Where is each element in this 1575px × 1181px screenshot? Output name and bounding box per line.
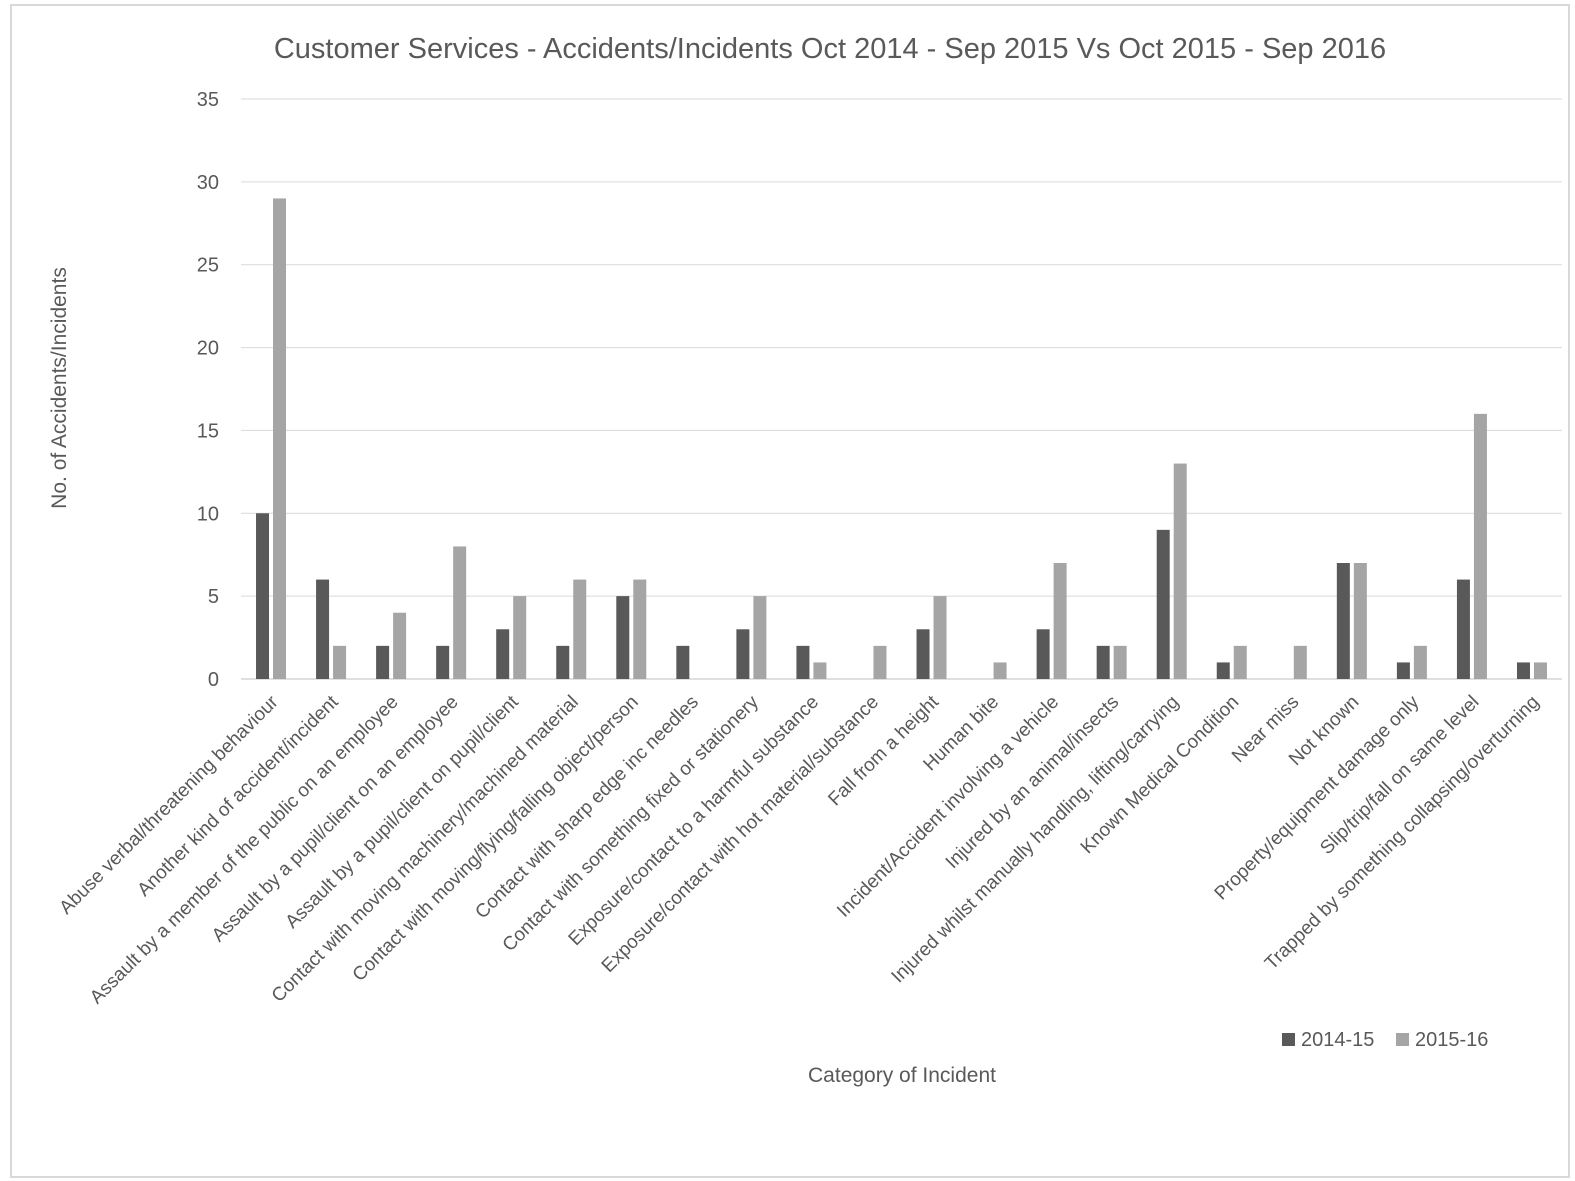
y-tick-label: 25: [197, 255, 219, 277]
bar-2015-16-0: [273, 198, 287, 679]
x-category-label: Fall from a height: [824, 691, 943, 810]
bar-2014-15-16: [1216, 662, 1230, 679]
legend: 2014-15 2015-16: [1282, 1029, 1488, 1051]
x-category-label: Trapped by something collapsing/overturn…: [1261, 692, 1543, 974]
legend-label: 2014-15: [1301, 1029, 1374, 1051]
y-tick-label: 20: [197, 338, 219, 360]
bar-2015-16-8: [753, 596, 767, 679]
y-tick-label: 0: [208, 669, 219, 691]
bar-2014-15-21: [1516, 662, 1530, 679]
x-category-label: Contact with moving/flying/falling objec…: [349, 692, 643, 986]
chart-title: Customer Services - Accidents/Incidents …: [274, 33, 1386, 65]
legend-label: 2015-16: [1415, 1029, 1488, 1051]
bar-2014-15-3: [436, 645, 450, 679]
x-category-label: Abuse verbal/threatening behaviour: [56, 691, 283, 918]
legend-swatch: [1396, 1033, 1409, 1046]
bar-2015-16-21: [1533, 662, 1547, 679]
y-tick-label: 35: [197, 89, 219, 111]
bar-2014-15-8: [736, 629, 750, 679]
bar-2015-16-6: [633, 579, 647, 679]
bar-2015-16-19: [1413, 645, 1427, 679]
bar-2015-16-12: [993, 662, 1007, 679]
bar-2014-15-4: [496, 629, 510, 679]
bar-2014-15-11: [916, 629, 930, 679]
bar-2014-15-18: [1336, 563, 1350, 679]
bar-2014-15-15: [1156, 529, 1170, 679]
legend-swatch: [1282, 1033, 1295, 1046]
y-tick-label: 10: [197, 503, 219, 525]
bar-2015-16-5: [573, 579, 587, 679]
bar-2015-16-13: [1053, 563, 1067, 679]
bar-2015-16-17: [1293, 645, 1307, 679]
bar-2015-16-3: [453, 546, 467, 679]
y-axis-title: No. of Accidents/Incidents: [48, 267, 71, 509]
x-category-label: Exposure/contact with hot material/subst…: [598, 692, 883, 977]
y-axis-ticks: 0 5 10 15 20 25 30 35: [197, 89, 219, 691]
y-tick-label: 15: [197, 420, 219, 442]
x-axis-categories: Abuse verbal/threatening behaviourAnothe…: [56, 691, 1544, 1008]
bar-2015-16-18: [1353, 563, 1367, 679]
bar-2015-16-20: [1473, 413, 1487, 679]
bar-2015-16-10: [873, 645, 887, 679]
bar-2014-15-13: [1036, 629, 1050, 679]
bar-2015-16-4: [513, 596, 527, 679]
bars: [256, 198, 1547, 679]
bar-2014-15-7: [676, 645, 690, 679]
bar-2014-15-9: [796, 645, 810, 679]
chart-frame: [10, 4, 1570, 1178]
bar-2014-15-6: [616, 596, 630, 679]
bar-2014-15-20: [1456, 579, 1470, 679]
x-category-label: Injured whilst manually handling, liftin…: [888, 692, 1184, 988]
bar-2015-16-16: [1233, 645, 1247, 679]
bar-2014-15-1: [316, 579, 330, 679]
bar-2014-15-14: [1096, 645, 1110, 679]
x-category-label: Contact with sharp edge inc needles: [471, 692, 702, 923]
bar-2015-16-15: [1173, 463, 1187, 679]
y-tick-label: 30: [197, 172, 219, 194]
bar-2014-15-2: [376, 645, 390, 679]
bar-2015-16-14: [1113, 645, 1127, 679]
x-category-label: Incident/Accident involving a vehicle: [833, 692, 1063, 922]
bar-2015-16-9: [813, 662, 827, 679]
y-tick-label: 5: [208, 586, 219, 608]
bar-2014-15-0: [256, 513, 270, 679]
bar-2015-16-1: [333, 645, 347, 679]
bar-2014-15-5: [556, 645, 570, 679]
bar-2015-16-2: [393, 612, 407, 679]
bar-2015-16-11: [933, 596, 947, 679]
x-axis-title: Category of Incident: [808, 1064, 996, 1087]
bar-2014-15-19: [1396, 662, 1410, 679]
